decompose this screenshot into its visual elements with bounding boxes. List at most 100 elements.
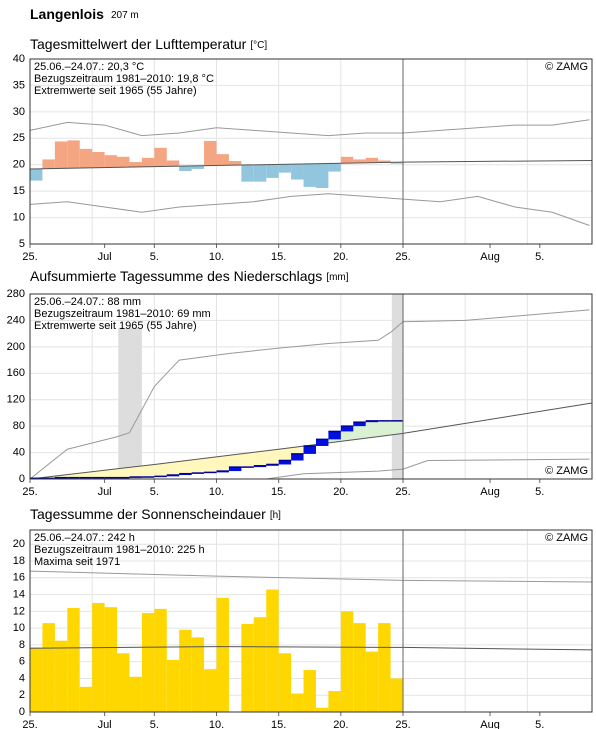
bar: [278, 653, 292, 712]
extreme-line: [29, 193, 590, 226]
increase-block: [340, 426, 354, 432]
anomaly-bar: [191, 165, 205, 169]
difference-fill: [104, 468, 118, 478]
difference-fill: [191, 458, 205, 474]
bar: [204, 669, 217, 712]
x-tick-label: 10.: [209, 251, 224, 263]
bar: [179, 629, 192, 712]
plot-background: [30, 59, 592, 244]
chart-title: Tagessumme der Sonnenscheindauer [h]: [30, 506, 281, 522]
anomaly-bar: [340, 156, 354, 164]
anomaly-bar: [104, 155, 118, 168]
bar: [166, 660, 180, 712]
x-tick-label: Aug: [480, 486, 500, 498]
y-tick-label: 20: [13, 538, 25, 550]
increase-block: [278, 460, 292, 465]
chart-panel: Aufsummierte Tagessumme des Niederschlag…: [7, 268, 593, 498]
difference-fill: [141, 464, 155, 478]
chart-title: Tagesmittelwert der Lufttemperatur [°C]: [30, 36, 267, 52]
y-tick-label: 40: [13, 446, 25, 458]
annotation: 25.06.–24.07.: 242 h: [34, 532, 135, 544]
annotation: Bezugszeitraum 1981–2010: 225 h: [34, 544, 205, 556]
y-tick-label: 160: [7, 367, 25, 379]
difference-fill: [228, 453, 242, 468]
credit: © ZAMG: [545, 61, 588, 73]
title-unit: [h]: [270, 510, 281, 521]
x-tick-label: Aug: [480, 251, 500, 263]
credit: © ZAMG: [545, 532, 588, 544]
x-tick-label: 5.: [535, 719, 544, 729]
y-tick-label: 2: [19, 689, 25, 701]
difference-fill: [266, 449, 279, 465]
y-tick-label: 25: [13, 132, 25, 144]
anomaly-bar: [54, 141, 68, 169]
y-tick-label: 35: [13, 79, 25, 91]
y-tick-label: 16: [13, 572, 25, 584]
annotation: Extremwerte seit 1965 (55 Jahre): [34, 320, 197, 332]
difference-fill: [353, 422, 366, 440]
bar: [328, 691, 341, 712]
difference-fill: [216, 455, 229, 472]
anomaly-bar: [166, 160, 180, 167]
highlight-band: [391, 294, 404, 479]
bar: [365, 651, 379, 712]
y-tick-label: 0: [19, 473, 25, 485]
anomaly-bar: [141, 157, 155, 167]
anomaly-bar: [228, 161, 242, 166]
difference-fill: [154, 462, 167, 477]
increase-block: [228, 467, 242, 472]
title-text: Tagessumme der Sonnenscheindauer: [30, 506, 266, 522]
bar: [141, 613, 155, 712]
difference-fill: [291, 446, 304, 454]
bar: [241, 623, 254, 712]
bar: [315, 707, 329, 712]
increase-block: [328, 431, 341, 440]
bar: [67, 608, 80, 712]
difference-fill: [378, 420, 391, 437]
bar: [303, 670, 316, 712]
anomaly-bar: [79, 148, 93, 168]
anomaly-bar: [92, 152, 105, 168]
difference-fill: [166, 461, 180, 476]
bar: [154, 608, 167, 712]
anomaly-bar: [179, 166, 192, 172]
plot-frame: [29, 293, 593, 480]
x-tick-label: 10.: [209, 719, 224, 729]
x-tick-label: Jul: [98, 719, 112, 729]
difference-fill: [129, 465, 142, 478]
bar: [117, 653, 130, 712]
difference-fill: [278, 447, 292, 461]
chart-panel: Tagesmittelwert der Lufttemperatur [°C] 5 1…: [13, 36, 593, 263]
anomaly-bar: [278, 164, 292, 173]
title-unit: [°C]: [250, 40, 267, 51]
y-tick-label: 14: [13, 588, 25, 600]
y-tick-label: 4: [19, 672, 25, 684]
x-tick-label: 25.: [22, 486, 37, 498]
anomaly-bar: [378, 160, 391, 163]
anomaly-bar: [117, 156, 130, 168]
x-tick-label: 20.: [333, 251, 348, 263]
annotation: Extremwerte seit 1965 (55 Jahre): [34, 85, 197, 97]
credit: © ZAMG: [545, 465, 588, 477]
title-text: Aufsummierte Tagessumme des Niederschlag…: [30, 268, 322, 284]
bar: [253, 617, 267, 712]
anomaly-bar: [266, 164, 279, 178]
x-tick-label: 15.: [271, 486, 286, 498]
bar: [92, 602, 105, 712]
x-tick-label: Aug: [480, 719, 500, 729]
y-tick-label: 80: [13, 420, 25, 432]
bar: [353, 623, 366, 712]
bar: [30, 647, 43, 712]
annotation: Bezugszeitraum 1981–2010: 69 mm: [34, 308, 211, 320]
y-tick-label: 10: [13, 211, 25, 223]
y-tick-label: 0: [19, 706, 25, 718]
y-tick-label: 20: [13, 159, 25, 171]
difference-fill: [390, 420, 404, 435]
x-tick-label: 5.: [150, 719, 159, 729]
bar: [54, 640, 68, 712]
bar: [291, 693, 304, 712]
increase-block: [353, 422, 366, 427]
anomaly-bar: [291, 164, 304, 180]
elevation: 207 m: [111, 10, 139, 21]
